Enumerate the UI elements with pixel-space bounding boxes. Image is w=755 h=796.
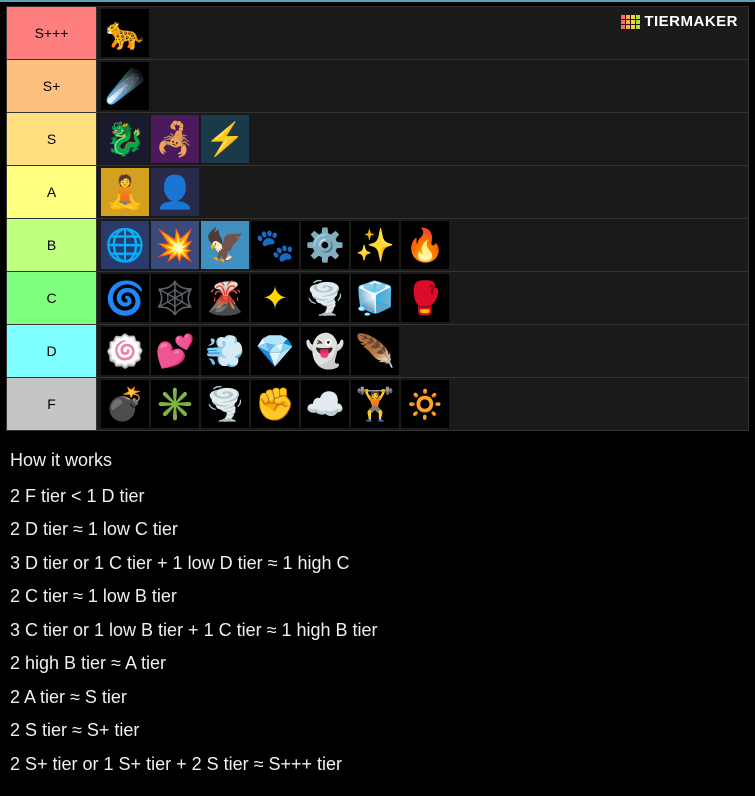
- tier-row: C🌀🕸️🌋✦🌪️🧊🥊: [7, 272, 748, 325]
- kilo-icon[interactable]: 🏋️: [351, 380, 399, 428]
- tier-label: D: [7, 325, 97, 377]
- smoke-icon[interactable]: 💨: [201, 327, 249, 375]
- tier-label: S+++: [7, 7, 97, 59]
- spring-icon[interactable]: ☁️: [301, 380, 349, 428]
- venom-icon[interactable]: 🦂: [151, 115, 199, 163]
- watermark-grid-icon: [621, 15, 640, 29]
- diamond-icon[interactable]: 💎: [251, 327, 299, 375]
- tier-row: D🍥💕💨💎👻🪶: [7, 325, 748, 378]
- quake-icon[interactable]: 💥: [151, 221, 199, 269]
- tier-row: B🌐💥🦅🐾⚙️✨🔥: [7, 219, 748, 272]
- light-icon[interactable]: ✨: [351, 221, 399, 269]
- spin-icon[interactable]: 🍥: [101, 327, 149, 375]
- spike-icon[interactable]: ✳️: [151, 380, 199, 428]
- tier-items: 🌐💥🦅🐾⚙️✨🔥: [97, 219, 453, 271]
- spirit-icon[interactable]: ✦: [251, 274, 299, 322]
- rule-line: 2 C tier ≈ 1 low B tier: [10, 581, 745, 613]
- rule-line: 3 C tier or 1 low B tier + 1 C tier ≈ 1 …: [10, 615, 745, 647]
- control-icon[interactable]: ⚙️: [301, 221, 349, 269]
- tier-label: B: [7, 219, 97, 271]
- tier-label: S+: [7, 60, 97, 112]
- sand-icon[interactable]: 🌪️: [201, 380, 249, 428]
- watermark-text: TIERMAKER: [644, 13, 738, 30]
- barrier-icon[interactable]: 🔅: [401, 380, 449, 428]
- top-border: [0, 0, 755, 2]
- rule-line: 2 A tier ≈ S tier: [10, 682, 745, 714]
- tier-items: 🧘👤: [97, 166, 203, 218]
- chop-icon[interactable]: ✊: [251, 380, 299, 428]
- string-icon[interactable]: 🥊: [401, 274, 449, 322]
- phoenix-icon[interactable]: 🦅: [201, 221, 249, 269]
- tier-row: A🧘👤: [7, 166, 748, 219]
- gravity-icon[interactable]: 🌪️: [301, 274, 349, 322]
- tier-label: S: [7, 113, 97, 165]
- revive-icon[interactable]: 👻: [301, 327, 349, 375]
- tier-row: S🐉🦂⚡: [7, 113, 748, 166]
- portal-icon[interactable]: 🌀: [101, 274, 149, 322]
- tier-row: S+☄️: [7, 60, 748, 113]
- rule-line: 2 S tier ≈ S+ tier: [10, 715, 745, 747]
- dough-icon[interactable]: ☄️: [101, 62, 149, 110]
- rule-line: 2 D tier ≈ 1 low C tier: [10, 514, 745, 546]
- rule-line: 2 S+ tier or 1 S+ tier + 2 S tier ≈ S+++…: [10, 749, 745, 781]
- dark-icon[interactable]: 👤: [151, 168, 199, 216]
- tier-label: A: [7, 166, 97, 218]
- rules-section: How it works 2 F tier < 1 D tier2 D tier…: [0, 431, 755, 796]
- tier-items: 🐉🦂⚡: [97, 113, 253, 165]
- love-icon[interactable]: 💕: [151, 327, 199, 375]
- tier-items: ☄️: [97, 60, 153, 112]
- rule-line: 2 high B tier ≈ A tier: [10, 648, 745, 680]
- shadow-icon[interactable]: 🕸️: [151, 274, 199, 322]
- tier-items: 💣✳️🌪️✊☁️🏋️🔅: [97, 378, 453, 430]
- rule-line: 2 F tier < 1 D tier: [10, 481, 745, 513]
- rule-line: 3 D tier or 1 C tier + 1 low D tier ≈ 1 …: [10, 548, 745, 580]
- ice-icon[interactable]: 🧊: [351, 274, 399, 322]
- buddha-icon[interactable]: 🧘: [101, 168, 149, 216]
- dragon-icon[interactable]: 🐉: [101, 115, 149, 163]
- tier-items: 🌀🕸️🌋✦🌪️🧊🥊: [97, 272, 453, 324]
- magma-icon[interactable]: 🌋: [201, 274, 249, 322]
- tier-items: 🍥💕💨💎👻🪶: [97, 325, 403, 377]
- blizzard-icon[interactable]: 🌐: [101, 221, 149, 269]
- rumble-icon[interactable]: ⚡: [201, 115, 249, 163]
- flame-icon[interactable]: 🔥: [401, 221, 449, 269]
- tiermaker-watermark: TIERMAKER: [621, 13, 738, 30]
- falcon-icon[interactable]: 🪶: [351, 327, 399, 375]
- leopard-icon[interactable]: 🐆: [101, 9, 149, 57]
- bomb-icon[interactable]: 💣: [101, 380, 149, 428]
- rules-title: How it works: [10, 445, 745, 477]
- tier-label: F: [7, 378, 97, 430]
- tier-items: 🐆: [97, 7, 153, 59]
- tier-list: TIERMAKER S+++🐆S+☄️S🐉🦂⚡A🧘👤B🌐💥🦅🐾⚙️✨🔥C🌀🕸️🌋…: [6, 6, 749, 431]
- tier-row: F💣✳️🌪️✊☁️🏋️🔅: [7, 378, 748, 430]
- tier-label: C: [7, 272, 97, 324]
- paw-icon[interactable]: 🐾: [251, 221, 299, 269]
